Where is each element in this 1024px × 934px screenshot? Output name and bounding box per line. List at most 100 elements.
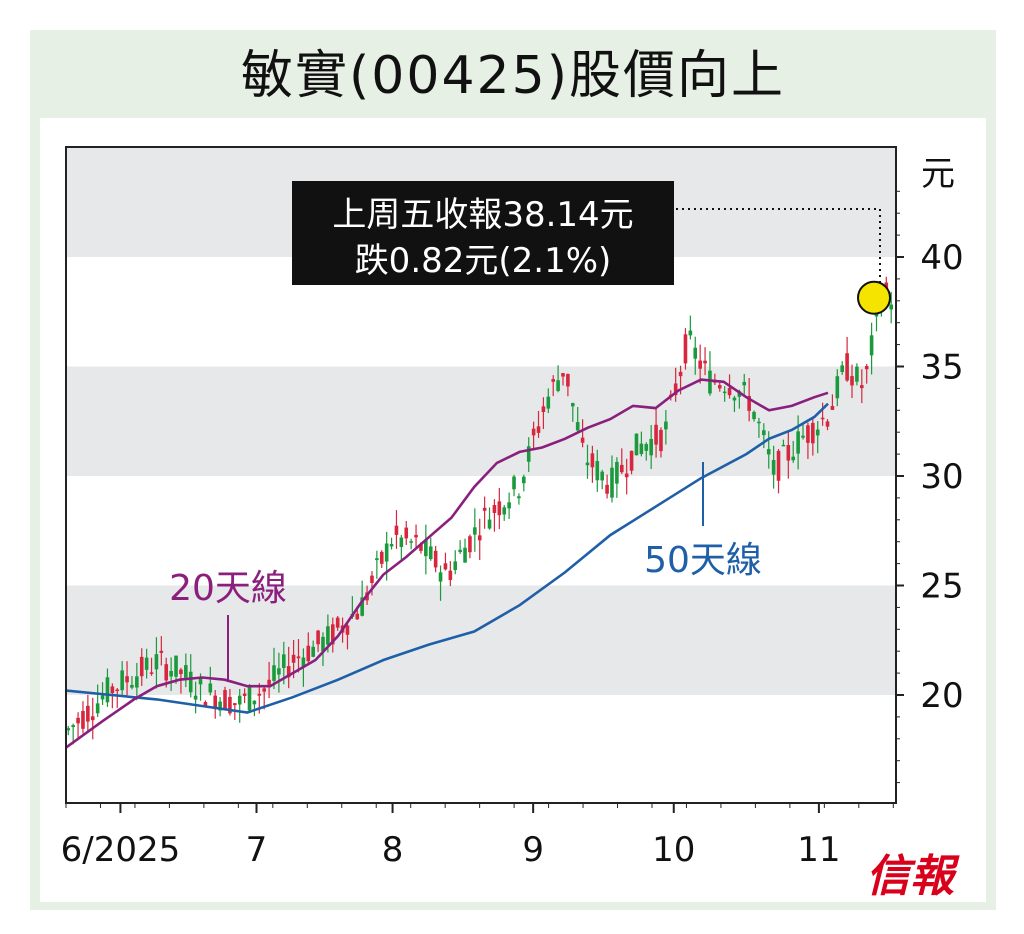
candle-body	[639, 443, 644, 455]
ma50-label: 50天線	[644, 540, 762, 581]
x-tick-label: 8	[382, 830, 404, 870]
candle-body	[801, 435, 805, 438]
candle-body	[237, 695, 242, 705]
candle-body	[301, 657, 306, 668]
candle-body	[727, 387, 732, 396]
candle-body	[179, 669, 183, 675]
candle-body	[433, 550, 438, 568]
candle-body	[624, 473, 629, 478]
candle-body	[551, 379, 556, 382]
x-tick-label: 10	[652, 830, 695, 870]
candle-body	[649, 438, 653, 456]
chart-title: 敏實(00425)股價向上	[241, 46, 785, 106]
candle-body	[693, 347, 698, 359]
candle-body	[125, 676, 129, 683]
y-tick-label: 25	[920, 567, 963, 607]
candle-body	[267, 679, 271, 685]
candle-body	[228, 696, 232, 714]
candle-body	[806, 425, 810, 443]
grid-bands	[66, 147, 896, 695]
candle-body	[497, 501, 502, 516]
candle-body	[71, 725, 75, 728]
callout-line-1: 上周五收報38.14元	[332, 195, 633, 235]
candle-body	[100, 695, 105, 700]
candle-body	[389, 544, 394, 547]
candle-body	[546, 396, 551, 409]
brand-logo: 信報	[866, 851, 954, 902]
candle-body	[375, 558, 379, 561]
candle-body	[252, 700, 257, 705]
candle-body	[135, 676, 139, 688]
candle-body	[286, 666, 291, 678]
candle-body	[404, 527, 409, 539]
candle-body	[781, 444, 786, 447]
candle-body	[453, 561, 458, 570]
candle-body	[619, 464, 624, 473]
candle-body	[213, 695, 218, 710]
candle-body	[771, 460, 776, 475]
candle-body	[585, 462, 590, 466]
candle-body	[683, 334, 688, 364]
candle-body	[575, 422, 580, 431]
candle-body	[507, 502, 511, 509]
x-tick-label: 11	[797, 830, 840, 870]
y-tick-label: 30	[920, 457, 963, 497]
candle-body	[869, 335, 874, 356]
grid-band	[66, 366, 896, 476]
candle-body	[223, 690, 227, 711]
y-axis-unit: 元	[921, 154, 955, 194]
candle-body	[556, 380, 560, 391]
candle-body	[722, 391, 727, 394]
ma20-label: 20天線	[169, 568, 287, 609]
x-axis: 6/2025 7 8 9 10 11	[61, 803, 894, 870]
candle-body	[541, 406, 546, 412]
candle-body	[321, 636, 325, 652]
candle-body	[120, 670, 124, 691]
candle-body	[502, 507, 507, 515]
candle-body	[144, 657, 149, 670]
candle-body	[355, 613, 360, 620]
candle-body	[409, 541, 413, 543]
candle-body	[477, 535, 482, 541]
candle-body	[561, 373, 565, 377]
candle-body	[512, 476, 516, 490]
candle-body	[570, 403, 575, 407]
candle-body	[659, 429, 663, 452]
candle-body	[825, 421, 830, 427]
candle-body	[531, 428, 536, 436]
candle-body	[66, 728, 71, 731]
candle-body	[262, 688, 267, 692]
x-tick-label: 6/2025	[61, 830, 181, 870]
candle-body	[698, 360, 702, 369]
ma20-line	[65, 378, 829, 749]
candle-body	[428, 546, 433, 560]
candle-body	[345, 625, 350, 635]
y-tick-label: 35	[920, 348, 963, 388]
candle-body	[703, 360, 707, 364]
candle-body	[360, 597, 364, 616]
candle-body	[845, 353, 849, 381]
candle-body	[115, 689, 120, 692]
candle-body	[717, 385, 722, 389]
candle-body	[233, 703, 237, 706]
x-tick-label: 9	[522, 830, 544, 870]
candle-body	[762, 430, 766, 436]
candle-body	[566, 374, 570, 387]
candle-body	[678, 371, 683, 377]
candle-body	[399, 537, 404, 548]
candle-body	[164, 664, 169, 681]
candle-body	[335, 617, 340, 628]
candle-body	[458, 549, 462, 553]
candle-body	[95, 703, 100, 714]
candle-body	[830, 406, 835, 410]
candle-body	[272, 665, 276, 681]
candle-body	[590, 453, 595, 468]
candle-body	[419, 543, 423, 551]
candle-body	[742, 381, 747, 386]
candle-body	[443, 563, 448, 570]
candle-body	[463, 547, 467, 563]
y-tick-label: 20	[920, 676, 963, 716]
candle-body	[752, 411, 756, 420]
candle-body	[732, 397, 737, 401]
candle-body	[487, 519, 492, 529]
